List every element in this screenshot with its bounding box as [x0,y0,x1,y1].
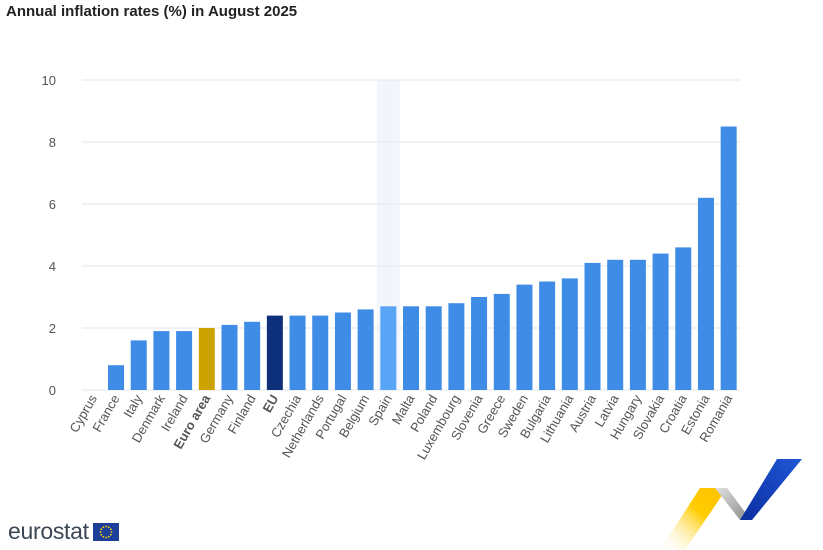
y-tick-label: 2 [49,321,56,336]
bar-bulgaria[interactable] [539,281,556,391]
bar-slovenia[interactable] [471,297,488,390]
bar-romania[interactable] [720,126,737,391]
y-tick-label: 8 [49,135,56,150]
bar-france[interactable] [108,365,125,390]
bar-euro-area[interactable] [198,328,215,390]
y-tick-label: 4 [49,259,56,274]
eurostat-logo: eurostat [8,518,119,545]
bar-malta[interactable] [403,306,419,390]
bar-croatia[interactable] [675,247,692,390]
bar-latvia[interactable] [607,259,624,390]
bar-eu[interactable] [266,315,283,390]
chart-title: Annual inflation rates (%) in August 202… [6,3,298,20]
bar-finland[interactable] [244,321,261,390]
x-tick-label: Spain [365,392,395,428]
bar-greece[interactable] [493,293,510,390]
bar-luxembourg[interactable] [448,303,465,390]
bar-estonia[interactable] [697,197,714,390]
logo-text: eurostat [8,518,89,544]
decorative-ribbon-graphic [660,459,802,550]
bar-lithuania[interactable] [561,278,578,390]
bar-denmark[interactable] [153,331,170,390]
bar-austria[interactable] [584,262,601,390]
y-tick-label: 0 [49,383,56,398]
bar-portugal[interactable] [334,312,351,391]
bar-germany[interactable] [221,324,238,390]
x-tick-label: EU [259,392,281,415]
bar-czechia[interactable] [289,315,306,390]
bar-netherlands[interactable] [312,315,329,390]
bar-spain[interactable] [380,306,397,390]
y-tick-label: 6 [49,197,56,212]
bar-belgium[interactable] [357,309,374,390]
bar-ireland[interactable] [176,331,193,390]
eu-flag-icon [92,522,119,541]
bar-sweden[interactable] [516,284,533,390]
bar-hungary[interactable] [629,259,646,390]
y-tick-label: 10 [42,73,56,88]
bar-italy[interactable] [130,340,147,390]
bar-poland[interactable] [425,306,442,390]
bar-slovakia[interactable] [652,253,669,390]
